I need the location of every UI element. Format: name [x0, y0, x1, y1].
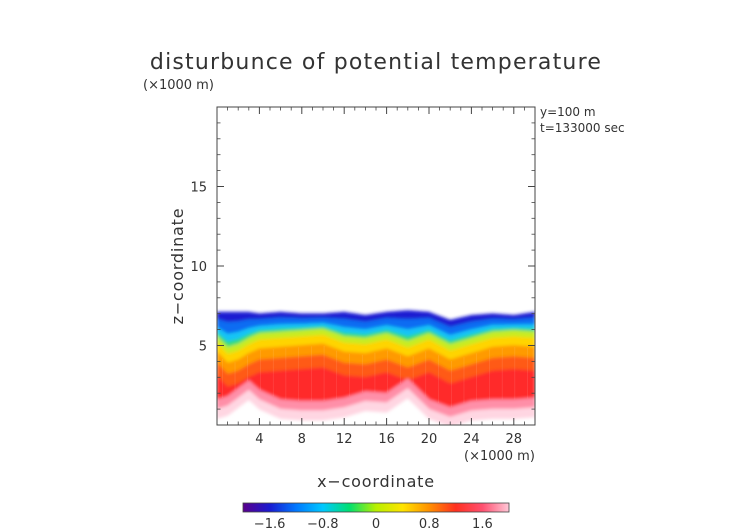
y-tick-label: 5	[199, 340, 207, 355]
y-unit-label: (×1000 m)	[143, 78, 214, 93]
x-unit-label: (×1000 m)	[464, 449, 535, 464]
x-tick-label: 28	[506, 432, 523, 447]
x-tick-label: 4	[255, 432, 263, 447]
x-tick-label: 12	[336, 432, 353, 447]
field-texture	[222, 345, 528, 408]
chart-title: disturbunce of potential temperature	[150, 50, 602, 75]
x-axis-label: x−coordinate	[317, 472, 435, 491]
y-axis-label: z−coordinate	[168, 208, 187, 325]
colorbar-tick-label: −0.8	[307, 517, 339, 532]
y-axis-ticks: 5 10 15	[190, 122, 535, 410]
colorbar-tick-label: 0.8	[419, 517, 440, 532]
colorbar-ticks: −1.6 −0.8 0 0.8 1.6	[254, 517, 493, 532]
annotation-t: t=133000 sec	[540, 121, 625, 135]
annotation-y: y=100 m	[540, 105, 596, 119]
y-tick-label: 15	[190, 181, 207, 196]
x-tick-label: 8	[298, 432, 306, 447]
band-light-pink	[217, 388, 535, 425]
colorbar-tick-label: −1.6	[254, 517, 286, 532]
colorbar-tick-label: 0	[372, 517, 380, 532]
colorbar-tick-label: 1.6	[472, 517, 493, 532]
field-bands	[217, 310, 535, 425]
x-tick-label: 24	[463, 432, 480, 447]
colorbar	[242, 502, 510, 513]
y-tick-label: 10	[190, 260, 207, 275]
x-tick-label: 16	[378, 432, 395, 447]
x-axis-ticks: 4 8 12 16 20 24 28	[227, 107, 525, 447]
temperature-field	[217, 310, 535, 425]
x-tick-label: 20	[421, 432, 438, 447]
